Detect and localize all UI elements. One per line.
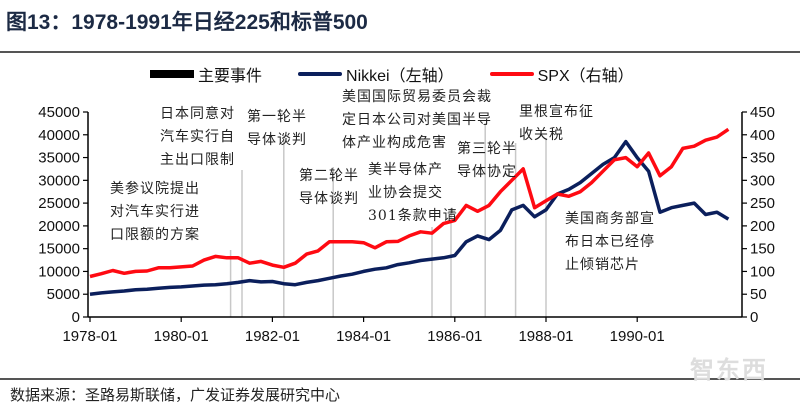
left-axis-tick-label: 35000: [38, 150, 80, 167]
x-axis-tick-label: 1982-01: [245, 328, 300, 345]
x-axis-tick-label: 1980-01: [154, 328, 209, 345]
legend-item-spx: SPX（右轴）: [489, 62, 634, 86]
right-axis-tick-label: 450: [750, 104, 775, 121]
left-axis-tick-label: 15000: [38, 241, 80, 258]
event-annotation-3: 第一轮半 导体谈判: [247, 106, 307, 152]
right-axis-tick-label: 300: [750, 172, 775, 189]
annotation-line: 体产业构成危害: [342, 135, 447, 151]
right-axis-tick-label: 100: [750, 263, 775, 280]
annotation-line: 布日本已经停: [565, 234, 655, 250]
left-axis-tick-label: 45000: [38, 104, 80, 121]
legend-label-events: 主要事件: [198, 68, 263, 85]
legend-swatch-nikkei: [298, 72, 343, 76]
annotation-line: 对汽车实行进: [110, 204, 200, 220]
right-axis-tick-label: 50: [750, 286, 767, 303]
annotation-line: 止倾销芯片: [565, 257, 640, 273]
x-axis-tick-label: 1990-01: [610, 328, 665, 345]
right-axis-tick-label: 150: [750, 241, 775, 258]
annotation-line: 里根宣布征: [519, 104, 594, 120]
right-axis-tick-label: 350: [750, 150, 775, 167]
nikkei-line: [89, 139, 730, 296]
legend-label-nikkei: Nikkei（左轴）: [346, 68, 454, 85]
x-axis-tick-label: 1984-01: [336, 328, 391, 345]
annotation-line: 日本同意对: [160, 106, 235, 122]
right-axis-tick-label: 400: [750, 127, 775, 144]
legend-item-events: 主要事件: [150, 62, 262, 86]
x-axis-tick-label: 1978-01: [62, 328, 117, 345]
annotation-line: 口限额的方案: [110, 227, 200, 243]
legend-label-spx: SPX（右轴）: [537, 68, 634, 85]
annotation-line: 业协会提交: [368, 185, 443, 201]
annotation-line: 主出口限制: [160, 152, 235, 168]
annotation-line: 汽车实行自: [160, 129, 235, 145]
left-axis-tick-label: 10000: [38, 263, 80, 280]
left-axis-tick-label: 40000: [38, 127, 80, 144]
left-axis-tick-label: 20000: [38, 218, 80, 235]
watermark-logo: 智东西: [690, 357, 768, 384]
left-axis-tick-label: 30000: [38, 172, 80, 189]
annotation-line: 第二轮半: [299, 168, 359, 184]
left-axis-tick-label: 0: [72, 309, 80, 326]
legend-swatch-spx: [489, 72, 534, 76]
event-annotation-9: 美国商务部宣 布日本已经停 止倾销芯片: [565, 208, 655, 277]
annotation-line: 导体谈判: [299, 191, 359, 207]
chart-title: 图13：1978-1991年日经225和标普500: [6, 11, 368, 34]
x-axis-tick-label: 1988-01: [518, 328, 573, 345]
event-annotation-6: 美国国际贸易委员会裁 定日本公司对美国半导 体产业构成危害: [342, 86, 492, 155]
annotation-line: 美国商务部宣: [565, 211, 655, 227]
right-axis-tick-label: 0: [750, 309, 758, 326]
annotation-line: 第三轮半: [457, 141, 517, 157]
annotation-line: 导体谈判: [247, 132, 307, 148]
legend: 主要事件 Nikkei（左轴） SPX（右轴）: [150, 62, 670, 86]
annotation-line: 美半导体产: [368, 162, 443, 178]
event-annotation-1: 美参议院提出 对汽车实行进 口限额的方案: [110, 178, 200, 247]
right-axis-tick-label: 200: [750, 218, 775, 235]
footer-divider: [0, 378, 800, 380]
legend-item-nikkei: Nikkei（左轴）: [298, 62, 454, 86]
x-axis-tick-label: 1986-01: [427, 328, 482, 345]
spx-line: [89, 127, 730, 279]
left-axis-tick-label: 5000: [47, 286, 80, 303]
title-divider: [0, 51, 800, 53]
annotation-line: 美国国际贸易委员会裁: [342, 89, 492, 105]
event-annotation-5: 美半导体产 业协会提交 301条款申请: [368, 159, 458, 228]
annotation-line: 第一轮半: [247, 109, 307, 125]
event-annotation-2: 日本同意对 汽车实行自 主出口限制: [160, 103, 235, 172]
annotation-line: 定日本公司对美国半导: [342, 112, 492, 128]
data-source: 数据来源：圣路易斯联储，广发证券发展研究中心: [10, 386, 341, 404]
event-annotation-8: 里根宣布征 收关税: [519, 101, 594, 147]
right-axis-tick-label: 250: [750, 195, 775, 212]
annotation-line: 301条款申请: [368, 208, 458, 224]
event-annotation-7: 第三轮半 导体协定: [457, 138, 517, 184]
annotation-line: 导体协定: [457, 164, 517, 180]
event-annotation-4: 第二轮半 导体谈判: [299, 165, 359, 211]
legend-swatch-events: [150, 70, 194, 78]
annotation-line: 美参议院提出: [110, 181, 200, 197]
annotation-line: 收关税: [519, 127, 564, 143]
left-axis-tick-label: 25000: [38, 195, 80, 212]
